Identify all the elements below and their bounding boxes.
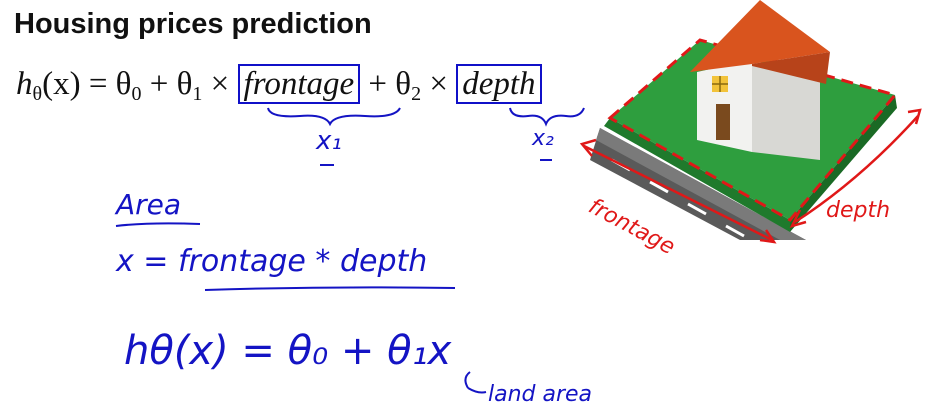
annotation-land-area: land area — [488, 382, 593, 407]
house-roof — [690, 0, 830, 72]
frontage-arrow — [583, 144, 773, 242]
annotation-new-hypothesis: hθ(x) = θ₀ + θ₁x — [124, 328, 452, 374]
eq-h-sub: θ — [32, 83, 43, 105]
annotation-depth-label: depth — [826, 198, 891, 223]
eq-plus2: + θ — [360, 66, 412, 102]
brace-under-frontage — [267, 107, 401, 127]
annotation-area-heading: Area — [116, 188, 182, 221]
slide-title: Housing prices prediction — [14, 8, 372, 40]
eq-times1: × — [202, 66, 238, 102]
house-door — [716, 104, 730, 140]
eq-h: h — [16, 66, 33, 102]
brace-under-depth — [509, 107, 585, 127]
eq-times2: × — [421, 66, 457, 102]
feature-depth: depth — [456, 64, 542, 104]
annotation-x2: x₂ — [532, 126, 554, 151]
house-lot-illustration — [590, 0, 898, 240]
annotation-x1: x₁ — [316, 126, 342, 156]
area-underline — [115, 222, 201, 227]
hypothesis-equation: hθ(x) = θ0 + θ1 × frontage + θ2 × depth — [16, 64, 542, 106]
land-area-arrow — [464, 371, 487, 394]
eq-theta0-sub: 0 — [131, 83, 142, 105]
eq-theta2-sub: 2 — [411, 83, 422, 105]
eq-lhs-arg: (x) = θ — [42, 66, 132, 102]
depth-arrow — [794, 115, 919, 224]
house-side-wall — [752, 60, 820, 160]
area-def-underline — [204, 286, 456, 291]
annotation-area-definition: x = frontage * depth — [116, 244, 428, 279]
eq-plus1: + θ — [141, 66, 193, 102]
eq-theta1-sub: 1 — [192, 83, 203, 105]
lot-boundary — [607, 38, 898, 222]
feature-frontage: frontage — [237, 64, 361, 104]
